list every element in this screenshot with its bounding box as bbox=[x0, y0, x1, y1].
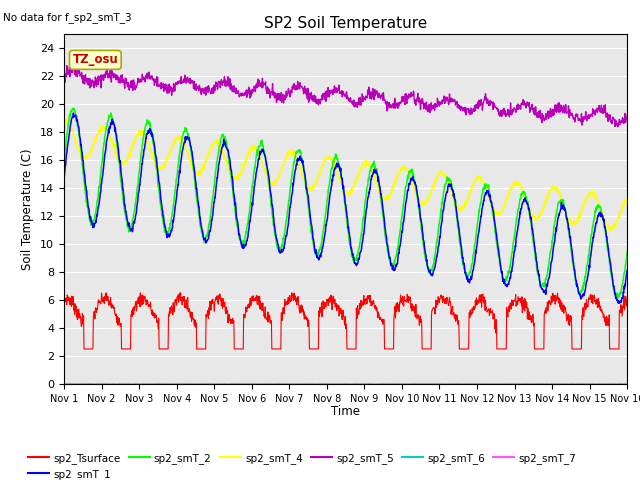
sp2_smT_4 bbox=[433, 173, 441, 179]
sp2_smT_5 bbox=[623, 112, 631, 118]
sp2_smT_4 bbox=[172, 137, 180, 143]
sp2_smT_1 bbox=[186, 138, 193, 144]
sp2_smT_7 bbox=[582, 382, 589, 387]
sp2_Tsurface bbox=[80, 346, 88, 352]
sp2_Tsurface bbox=[249, 293, 257, 299]
Line: sp2_smT_4: sp2_smT_4 bbox=[64, 119, 627, 230]
sp2_smT_5 bbox=[557, 102, 564, 108]
sp2_smT_2 bbox=[623, 249, 631, 254]
Title: SP2 Soil Temperature: SP2 Soil Temperature bbox=[264, 16, 428, 31]
sp2_smT_2 bbox=[614, 296, 621, 301]
sp2_smT_1 bbox=[557, 207, 564, 213]
sp2_smT_2 bbox=[249, 180, 257, 186]
sp2_smT_2 bbox=[60, 154, 68, 160]
sp2_smT_5 bbox=[614, 124, 621, 130]
sp2_smT_2 bbox=[433, 235, 441, 240]
sp2_smT_1 bbox=[70, 110, 77, 116]
sp2_smT_2 bbox=[557, 197, 564, 203]
sp2_smT_1 bbox=[507, 270, 515, 276]
sp2_smT_1 bbox=[623, 267, 631, 273]
sp2_smT_7 bbox=[249, 381, 257, 387]
Line: sp2_Tsurface: sp2_Tsurface bbox=[64, 293, 627, 349]
sp2_smT_6 bbox=[433, 381, 441, 387]
Line: sp2_smT_2: sp2_smT_2 bbox=[64, 108, 627, 299]
sp2_smT_4 bbox=[62, 116, 70, 122]
Line: sp2_smT_1: sp2_smT_1 bbox=[64, 113, 627, 303]
sp2_smT_2 bbox=[186, 139, 193, 145]
sp2_smT_5 bbox=[433, 96, 441, 101]
sp2_smT_5 bbox=[70, 59, 77, 65]
sp2_smT_6 bbox=[557, 381, 564, 387]
Text: TZ_osu: TZ_osu bbox=[72, 53, 118, 66]
sp2_Tsurface bbox=[60, 292, 68, 298]
sp2_smT_7 bbox=[623, 381, 631, 387]
sp2_smT_2 bbox=[172, 181, 180, 187]
Legend: sp2_Tsurface, sp2_smT_1, sp2_smT_2, sp2_smT_4, sp2_smT_5, sp2_smT_6, sp2_smT_7: sp2_Tsurface, sp2_smT_1, sp2_smT_2, sp2_… bbox=[24, 449, 580, 480]
sp2_smT_7 bbox=[507, 381, 515, 387]
sp2_Tsurface bbox=[173, 302, 180, 308]
sp2_Tsurface bbox=[623, 300, 631, 306]
sp2_smT_7 bbox=[186, 381, 193, 387]
sp2_smT_6 bbox=[172, 381, 180, 387]
sp2_smT_1 bbox=[60, 178, 68, 184]
sp2_smT_6 bbox=[616, 381, 623, 386]
sp2_smT_7 bbox=[111, 381, 118, 386]
sp2_Tsurface bbox=[508, 306, 515, 312]
sp2_smT_7 bbox=[172, 381, 180, 387]
sp2_smT_6 bbox=[623, 381, 631, 387]
sp2_smT_6 bbox=[507, 381, 515, 387]
sp2_Tsurface bbox=[434, 301, 442, 307]
sp2_smT_5 bbox=[172, 80, 180, 85]
sp2_smT_6 bbox=[249, 381, 257, 387]
Text: No data for f_sp2_smT_3: No data for f_sp2_smT_3 bbox=[3, 12, 132, 23]
sp2_smT_2 bbox=[507, 255, 515, 261]
sp2_smT_1 bbox=[172, 198, 180, 204]
sp2_smT_5 bbox=[249, 89, 257, 95]
sp2_smT_7 bbox=[557, 381, 564, 387]
sp2_smT_1 bbox=[433, 251, 441, 256]
sp2_smT_4 bbox=[623, 196, 631, 202]
Y-axis label: Soil Temperature (C): Soil Temperature (C) bbox=[22, 148, 35, 270]
sp2_smT_5 bbox=[60, 71, 68, 76]
sp2_Tsurface bbox=[98, 290, 106, 296]
sp2_smT_1 bbox=[249, 202, 257, 208]
sp2_smT_7 bbox=[60, 381, 68, 387]
sp2_smT_4 bbox=[557, 192, 564, 198]
Line: sp2_smT_5: sp2_smT_5 bbox=[64, 62, 627, 127]
sp2_smT_1 bbox=[615, 300, 623, 306]
sp2_smT_4 bbox=[507, 186, 515, 192]
sp2_smT_6 bbox=[60, 381, 68, 387]
sp2_smT_5 bbox=[186, 79, 193, 84]
sp2_smT_2 bbox=[69, 106, 77, 111]
sp2_smT_4 bbox=[607, 228, 615, 233]
sp2_smT_5 bbox=[507, 108, 515, 114]
sp2_smT_7 bbox=[433, 381, 441, 387]
sp2_smT_6 bbox=[161, 382, 169, 387]
sp2_smT_4 bbox=[186, 157, 193, 163]
sp2_smT_4 bbox=[249, 147, 257, 153]
sp2_Tsurface bbox=[186, 312, 194, 318]
sp2_smT_4 bbox=[60, 120, 68, 126]
X-axis label: Time: Time bbox=[331, 405, 360, 418]
sp2_smT_6 bbox=[186, 381, 193, 387]
sp2_Tsurface bbox=[557, 307, 565, 312]
